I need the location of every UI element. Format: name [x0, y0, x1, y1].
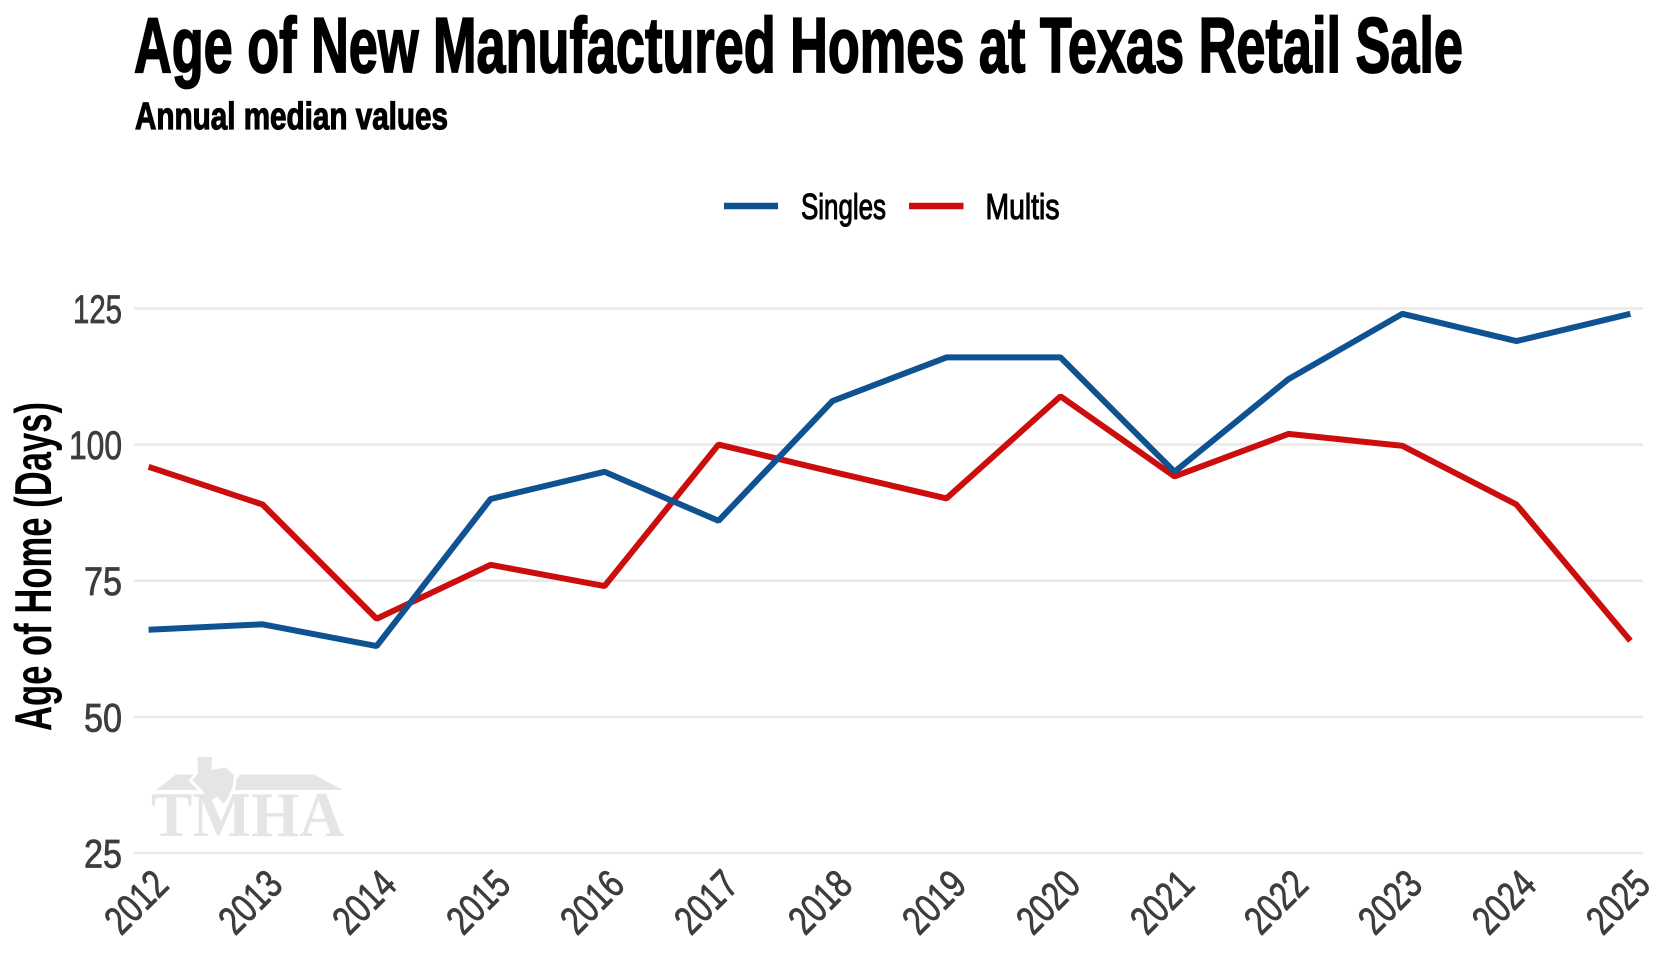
svg-text:100: 100: [69, 424, 122, 468]
svg-text:125: 125: [73, 288, 122, 332]
svg-text:75: 75: [84, 560, 122, 604]
svg-text:50: 50: [84, 696, 122, 740]
svg-text:Multis: Multis: [986, 186, 1060, 227]
svg-text:TMHA: TMHA: [151, 780, 344, 850]
svg-text:Age of New Manufactured Homes: Age of New Manufactured Homes at Texas R…: [134, 1, 1463, 89]
svg-text:Age of Home (Days): Age of Home (Days): [5, 402, 63, 731]
svg-text:25: 25: [84, 833, 122, 877]
svg-text:Annual median values: Annual median values: [135, 96, 448, 138]
svg-text:Singles: Singles: [801, 186, 886, 227]
